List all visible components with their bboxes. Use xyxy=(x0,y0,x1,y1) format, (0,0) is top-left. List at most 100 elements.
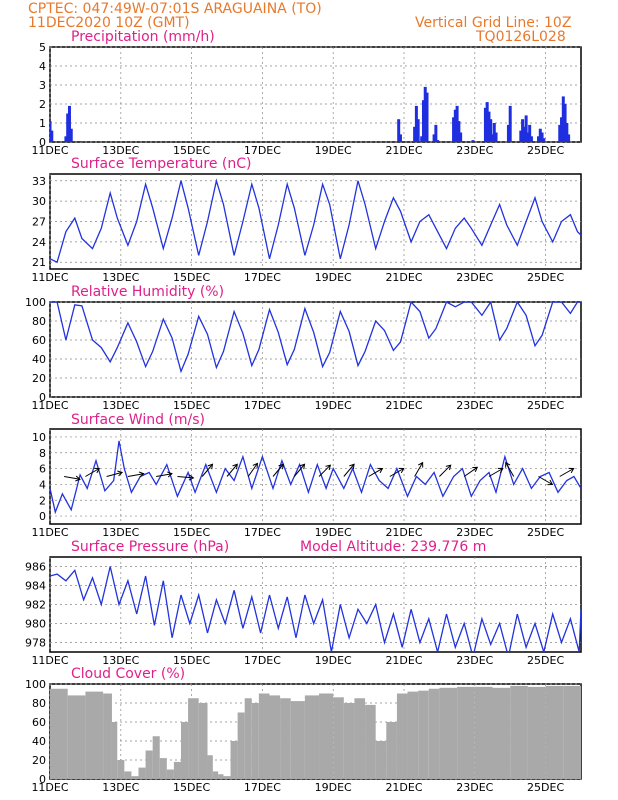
wind-vector-shaft xyxy=(293,463,305,477)
x-tick-label: 17DEC xyxy=(244,144,281,157)
wind-vector-shaft xyxy=(226,463,238,477)
wind-vector-head xyxy=(349,463,355,470)
cloud-bar xyxy=(269,695,281,779)
header-run-time: 11DEC2020 10Z (GMT) xyxy=(28,15,190,31)
cloud-bar xyxy=(280,698,291,779)
plot-frame xyxy=(49,301,582,398)
precip-bar xyxy=(528,124,532,142)
series-line xyxy=(50,440,581,515)
wind-vector-shaft xyxy=(201,463,213,477)
precip-bar xyxy=(542,138,546,142)
series-layer xyxy=(50,178,581,264)
series-line xyxy=(50,566,581,652)
x-tick-label: 25DEC xyxy=(527,144,564,157)
cloud-bar xyxy=(117,760,125,779)
header-station: CPTEC: 047:49W-07:01S ARAGUAINA (TO) xyxy=(28,1,322,17)
precip-bar xyxy=(416,119,420,142)
cloud-bar xyxy=(365,704,376,779)
x-tick-label: 17DEC xyxy=(244,271,281,284)
y-tick-label: 5 xyxy=(39,41,46,54)
x-tick-label: 21DEC xyxy=(385,144,422,157)
wind-vector-shaft xyxy=(488,468,504,477)
wind-vector xyxy=(127,471,145,478)
x-tick-label: 13DEC xyxy=(102,654,139,667)
wind-vector-head xyxy=(445,464,452,471)
cloud-bar xyxy=(124,771,132,779)
wind-vector-shaft xyxy=(156,473,173,477)
precip-bar xyxy=(455,105,459,142)
precip-bar xyxy=(558,124,562,142)
cloud-bar xyxy=(492,687,511,779)
y-tick-label: 24 xyxy=(32,236,46,249)
x-tick-label: 15DEC xyxy=(173,654,210,667)
x-tick-label: 23DEC xyxy=(456,526,493,539)
wind-vector xyxy=(85,467,101,477)
wind-vector xyxy=(414,461,424,477)
wind-vector-head xyxy=(377,467,384,474)
cloud-bar xyxy=(188,698,199,779)
precip-bar xyxy=(565,123,569,142)
precip-bar xyxy=(522,126,526,142)
x-tick-label: 23DEC xyxy=(456,781,493,794)
wind-vector-shaft xyxy=(272,463,284,477)
y-tick-label: 30 xyxy=(32,195,46,208)
y-tick-label: 0 xyxy=(39,391,46,404)
series-layer xyxy=(50,685,581,779)
cloud-bar xyxy=(103,693,112,779)
cloud-bar xyxy=(145,750,153,779)
wind-vector xyxy=(343,463,355,477)
x-tick-label: 11DEC xyxy=(31,526,68,539)
cloud-bar xyxy=(218,774,224,779)
precip-bar xyxy=(434,124,438,142)
cloud-bar xyxy=(527,686,546,779)
precip-bar xyxy=(80,141,84,142)
x-tick-label: 13DEC xyxy=(102,271,139,284)
wind-vector-head xyxy=(278,463,284,470)
wind-vector xyxy=(201,463,214,477)
series-layer xyxy=(50,86,571,142)
x-tick-label: 17DEC xyxy=(244,526,281,539)
wind-vector xyxy=(226,463,238,477)
precip-bar xyxy=(452,117,456,142)
wind-vector-shaft xyxy=(389,468,404,477)
wind-vector-shaft xyxy=(177,476,194,479)
y-tick-label: 982 xyxy=(25,599,46,612)
precip-bar xyxy=(563,104,567,142)
wind-vector-head xyxy=(547,479,554,486)
y-tick-label: 0 xyxy=(39,510,46,523)
cloud-bar xyxy=(230,741,238,779)
cloud-bar xyxy=(428,688,440,779)
precip-bar xyxy=(521,119,525,142)
y-tick-label: 4 xyxy=(39,60,46,73)
wind-vector-shaft xyxy=(505,462,515,477)
x-tick-label: 25DEC xyxy=(527,654,564,667)
wind-vector-head xyxy=(497,467,504,474)
cloud-bar xyxy=(138,767,146,779)
wind-vector-shaft xyxy=(368,468,383,477)
precip-bar xyxy=(459,132,463,142)
cloud-bar xyxy=(258,693,270,779)
x-tick-label: 23DEC xyxy=(456,144,493,157)
wind-vector-head xyxy=(418,461,424,468)
cloud-bar xyxy=(563,685,581,779)
cloud-bar xyxy=(439,687,458,779)
x-tick-label: 15DEC xyxy=(173,781,210,794)
wind-vector-shaft xyxy=(127,473,144,477)
x-tick-label: 25DEC xyxy=(527,781,564,794)
precip-bar xyxy=(487,111,491,142)
precip-bar xyxy=(491,134,494,142)
cloud-bar xyxy=(319,693,334,779)
cloud-bar xyxy=(251,703,259,779)
precip-bar xyxy=(560,117,564,142)
y-tick-label: 10 xyxy=(32,431,46,444)
cloud-bar xyxy=(111,722,118,779)
x-tick-label: 19DEC xyxy=(315,781,352,794)
wind-vector-shaft xyxy=(64,476,81,480)
y-tick-label: 27 xyxy=(32,216,46,229)
series-line xyxy=(50,302,581,374)
cloud-bar xyxy=(50,688,68,779)
precip-bar xyxy=(494,132,498,142)
panel-title: Surface Temperature (nC) xyxy=(71,156,252,172)
precip-bar xyxy=(508,105,512,142)
